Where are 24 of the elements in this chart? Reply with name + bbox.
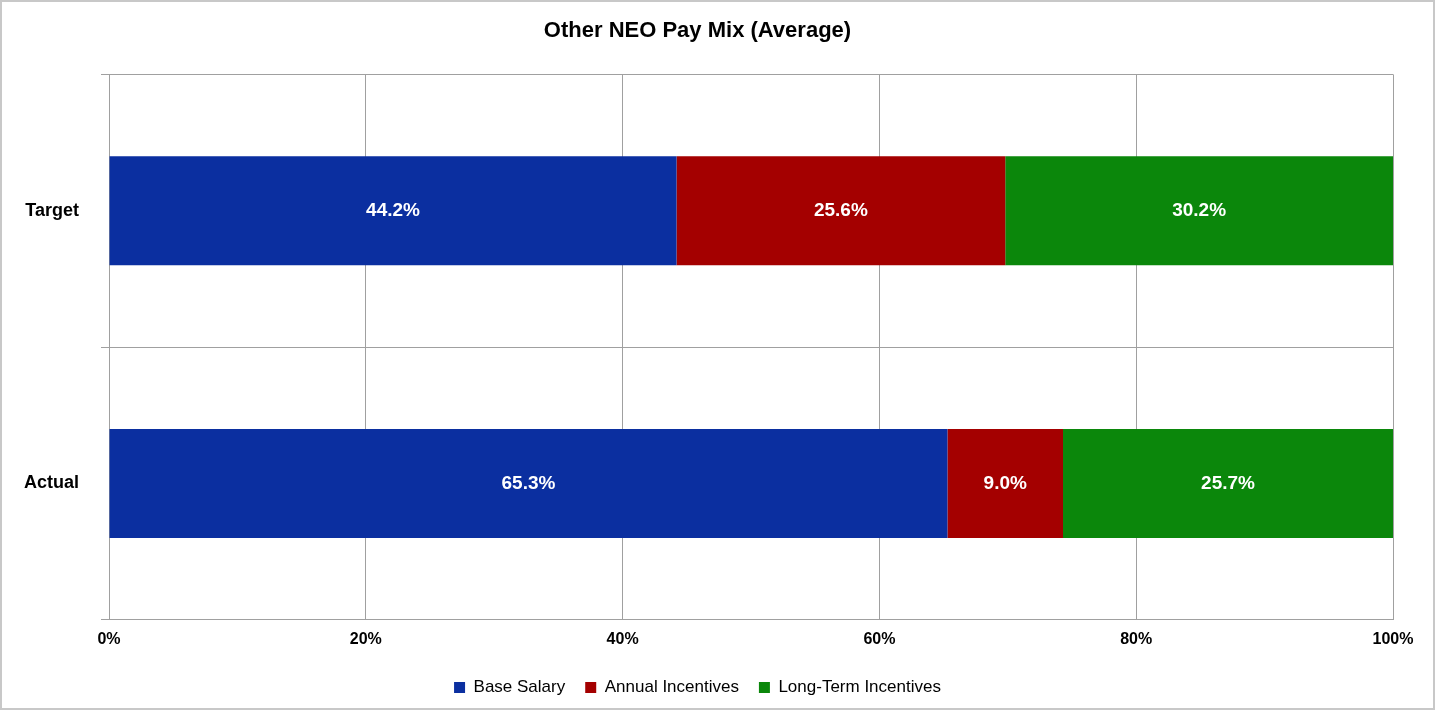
legend-label: Long-Term Incentives [778,677,941,697]
x-tick-label: 100% [1372,629,1414,647]
x-tick-label: 40% [606,629,639,647]
data-label: 9.0% [983,471,1027,493]
data-label: 30.2% [1172,198,1227,220]
data-label: 25.7% [1201,471,1256,493]
x-tick-label: 0% [97,629,121,647]
chart-title: Other NEO Pay Mix (Average) [543,17,852,43]
bar [1005,156,1393,266]
data-label: 65.3% [501,471,556,493]
bar [109,428,948,538]
legend-label: Annual Incentives [604,677,739,697]
bar [1063,428,1393,538]
x-tick-label: 80% [1120,629,1153,647]
y-tick-label: Actual [24,472,80,493]
bar [947,428,1064,538]
bar [109,156,677,266]
x-tick-label: 20% [349,629,382,647]
data-label: 44.2% [366,198,421,220]
bar [676,156,1006,266]
y-tick-label: Target [25,199,80,220]
legend-label: Base Salary [473,677,566,697]
data-label: 25.6% [813,198,868,220]
x-tick-label: 60% [863,629,896,647]
